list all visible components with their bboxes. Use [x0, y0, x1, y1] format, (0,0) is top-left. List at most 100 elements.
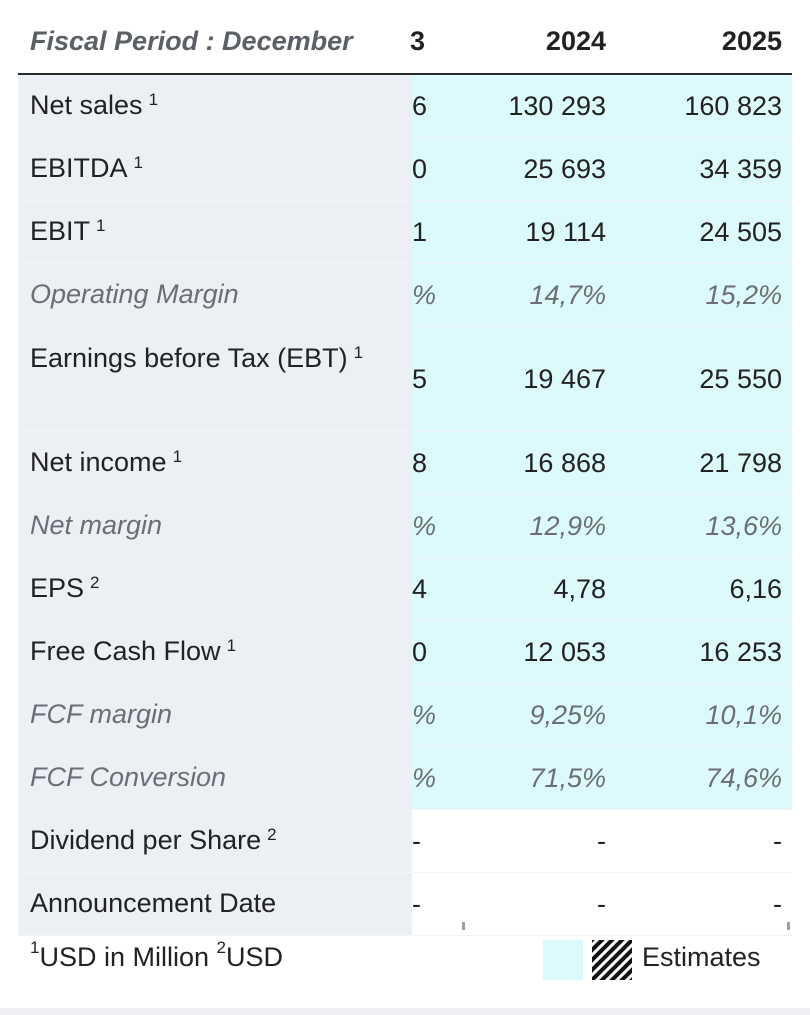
value-2024: 19 114 — [525, 217, 606, 247]
table-row: Announcement Date - - - — [18, 873, 792, 936]
value-2025: 16 253 — [699, 637, 782, 667]
row-label-text: EBITDA — [30, 153, 128, 183]
table-row: Net sales 1 6 130 293 160 823 — [18, 75, 792, 138]
estimate-values-cell: 0 12 053 16 253 — [412, 621, 792, 683]
value-2025: - — [773, 826, 782, 856]
value-partial-column: % — [412, 700, 437, 730]
value-partial-column: 5 — [412, 364, 428, 394]
footnote-marker: 1 — [133, 153, 143, 172]
row-label: FCF Conversion — [30, 760, 404, 794]
value-2024: 19 467 — [523, 364, 606, 394]
value-2025: 24 505 — [699, 217, 782, 247]
value-2025: 13,6% — [705, 511, 782, 541]
table-row: FCF Conversion% 71,5% 74,6% — [18, 747, 792, 810]
estimate-values-cell: 1 19 114 24 505 — [412, 201, 792, 263]
row-label-cell: EBITDA 1 — [18, 138, 412, 200]
hatch-pattern-icon — [592, 940, 632, 980]
row-label-text: EPS — [30, 573, 85, 603]
value-2025: 21 798 — [699, 448, 782, 478]
footnote-marker: 1 — [172, 447, 183, 466]
footnote-marker: 1 — [148, 90, 159, 109]
row-label-text: Net income — [30, 447, 167, 477]
table-row: Dividend per Share 2 - - - — [18, 810, 792, 873]
table-row: EBITDA 1 0 25 693 34 359 — [18, 138, 792, 201]
value-2024: 130 293 — [508, 91, 606, 121]
row-label: Net sales 1 — [30, 88, 404, 122]
row-label-cell: Net income 1 — [18, 432, 412, 494]
table-row: Free Cash Flow 1 0 12 053 16 253 — [18, 621, 792, 684]
row-label: Operating Margin — [30, 277, 404, 311]
estimate-values-cell: % 14,7% 15,2% — [412, 264, 792, 326]
row-label-text: Earnings before Tax (EBT) — [30, 343, 348, 373]
table-header: Fiscal Period : December 3 2024 2025 — [18, 0, 792, 74]
estimate-values-cell: % 71,5% 74,6% — [412, 747, 792, 809]
values-cell: --- — [412, 810, 792, 872]
footnote-marker: 2 — [267, 825, 277, 844]
value-partial-column: 0 — [412, 637, 428, 667]
value-2025: 15,2% — [705, 280, 782, 310]
row-label-cell: FCF Conversion — [18, 747, 412, 809]
legend-estimates-label: Estimates — [642, 942, 761, 972]
value-2024: 12 053 — [523, 637, 606, 667]
row-label-text: EBIT — [30, 216, 91, 246]
value-partial-column: - — [412, 889, 421, 919]
value-2024: - — [597, 889, 606, 919]
column-header-2024: 2024 — [545, 26, 606, 56]
row-label: EBITDA 1 — [30, 151, 404, 185]
row-label: EBIT 1 — [30, 214, 404, 248]
value-2024: 71,5% — [529, 763, 606, 793]
value-2025: 10,1% — [705, 700, 782, 730]
value-2024: 16 868 — [523, 448, 606, 478]
scroll-tick — [787, 922, 790, 930]
row-label-text: FCF margin — [30, 699, 173, 729]
units-footnote: 1USD in Million 2USD — [30, 938, 283, 973]
row-label: Earnings before Tax (EBT) 1 — [30, 341, 404, 375]
column-header-2025: 2025 — [721, 26, 782, 56]
row-label-text: Dividend per Share — [30, 825, 262, 855]
value-partial-column: 0 — [412, 154, 428, 184]
value-partial-column: % — [412, 763, 437, 793]
row-label-text: Operating Margin — [30, 279, 239, 309]
value-2025: 160 823 — [684, 91, 782, 121]
column-header-partial: 3 — [410, 26, 426, 56]
horizontal-scroll-indicator[interactable] — [412, 922, 792, 930]
row-label: Free Cash Flow 1 — [30, 634, 404, 668]
value-partial-column: 4 — [412, 574, 428, 604]
estimate-values-cell: % 9,25% 10,1% — [412, 684, 792, 746]
value-partial-column: - — [412, 826, 421, 856]
table-row: Earnings before Tax (EBT) 1 5 19 467 25 550 — [18, 327, 792, 432]
value-2024: 25 693 — [523, 154, 606, 184]
header-divider — [18, 73, 792, 75]
value-2024: 14,7% — [529, 280, 606, 310]
table-row: EPS 2 4 4,78 6,16 — [18, 558, 792, 621]
table-row: FCF margin% 9,25% 10,1% — [18, 684, 792, 747]
row-label-cell: Announcement Date — [18, 873, 412, 935]
value-2025: 6,16 — [729, 574, 782, 604]
row-label-cell: Net sales 1 — [18, 75, 412, 137]
row-label: EPS 2 — [30, 571, 404, 605]
value-partial-column: 8 — [412, 448, 428, 478]
value-2024: 12,9% — [529, 511, 606, 541]
footnote-text: USD — [225, 942, 283, 972]
row-label-cell: Free Cash Flow 1 — [18, 621, 412, 683]
row-label: Dividend per Share 2 — [30, 823, 404, 857]
value-2024: 4,78 — [553, 574, 606, 604]
row-label-cell: Operating Margin — [18, 264, 412, 326]
table-row: Operating Margin% 14,7% 15,2% — [18, 264, 792, 327]
row-label-cell: FCF margin — [18, 684, 412, 746]
row-label-cell: Net margin — [18, 495, 412, 557]
row-label-cell: EPS 2 — [18, 558, 412, 620]
row-label-text: Free Cash Flow — [30, 636, 221, 666]
estimate-values-cell: 4 4,78 6,16 — [412, 558, 792, 620]
row-label: Net income 1 — [30, 445, 404, 479]
row-label-text: Announcement Date — [30, 888, 277, 918]
footnote-marker: 1 — [96, 216, 106, 235]
table-row: Net income 1 8 16 868 21 798 — [18, 432, 792, 495]
table-body: Net sales 1 6 130 293 160 823 EBITDA 1 0 25 693 3… — [18, 75, 792, 936]
estimate-values-cell: 6 130 293 160 823 — [412, 75, 792, 137]
table-row: EBIT 1 1 19 114 24 505 — [18, 201, 792, 264]
value-2025: 25 550 — [699, 364, 782, 394]
estimate-values-cell: % 12,9% 13,6% — [412, 495, 792, 557]
value-partial-column: % — [412, 280, 437, 310]
